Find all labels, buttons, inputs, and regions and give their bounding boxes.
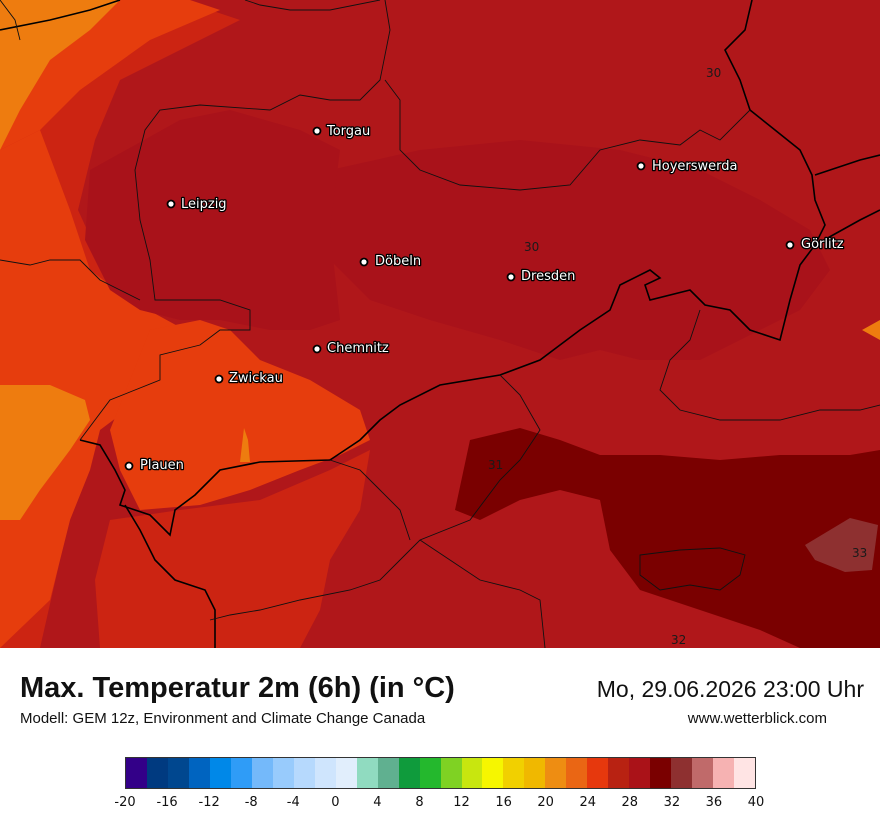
color-scale-cell: [440, 758, 462, 788]
color-scale-cell: [126, 758, 147, 788]
svg-text:Döbeln: Döbeln: [375, 254, 421, 269]
isoline-label: 30: [524, 240, 539, 254]
map-footer: Max. Temperatur 2m (6h) (in °C) Modell: …: [0, 648, 880, 830]
isoline-label: 33: [852, 546, 867, 560]
color-scale-ticks: -20 -16 -12 -8 -4 0 4 8 12 16 20 24 28 32 36 40: [114, 795, 764, 815]
color-scale-cell: [461, 758, 483, 788]
color-scale-tick-label: 28: [621, 795, 639, 810]
city-markers: Torgau Hoyerswerda Leipzig Görlitz Döbel…: [124, 123, 845, 474]
color-scale-tick-label: 24: [579, 795, 596, 810]
model-info: Modell: GEM 12z, Environment and Climate…: [20, 710, 426, 727]
band-32-33: [805, 518, 878, 572]
band-24-26: [0, 0, 120, 150]
svg-text:Zwickau: Zwickau: [229, 371, 283, 386]
color-scale-cell: [545, 758, 567, 788]
isoline-label: 31: [488, 458, 503, 472]
color-scale-cell: [629, 758, 651, 788]
color-scale-cell: [335, 758, 357, 788]
color-scale-tick-label: 4: [373, 795, 382, 810]
color-scale-tick-label: 8: [415, 795, 424, 810]
color-scale-tick-label: 40: [747, 795, 765, 810]
city-doebeln: Döbeln: [359, 253, 422, 270]
color-scale-tick-label: -20: [114, 795, 136, 810]
color-scale-bar: [125, 757, 756, 789]
svg-text:Görlitz: Görlitz: [801, 237, 844, 252]
color-scale-cell: [566, 758, 588, 788]
city-torgau: Torgau: [312, 123, 372, 140]
color-scale-cell: [713, 758, 735, 788]
city-zwickau: Zwickau: [214, 370, 284, 387]
website-link[interactable]: www.wetterblick.com: [687, 710, 827, 727]
isoline-label: 32: [671, 633, 686, 647]
band-24-26-west: [0, 385, 90, 520]
color-scale-cell: [587, 758, 609, 788]
color-scale-cell: [734, 758, 756, 788]
svg-text:Hoyerswerda: Hoyerswerda: [652, 159, 738, 174]
color-scale-cell: [419, 758, 441, 788]
color-scale-tick-label: -8: [244, 795, 258, 810]
city-goerlitz: Görlitz: [785, 236, 845, 253]
isoline-label: 30: [706, 66, 721, 80]
svg-text:Leipzig: Leipzig: [181, 197, 227, 212]
band-28-30-south: [95, 450, 370, 648]
isoline-labels: 30 30 31 32 33: [488, 66, 867, 647]
color-scale-tick-label: 12: [453, 795, 470, 810]
color-scale-tick-label: -12: [198, 795, 220, 810]
color-scale-cell: [146, 758, 168, 788]
color-scale-cell: [251, 758, 273, 788]
city-hoyerswerda: Hoyerswerda: [636, 158, 739, 175]
color-scale-cell: [650, 758, 672, 788]
color-scale-tick-label: 32: [663, 795, 681, 810]
color-scale-cell: [230, 758, 252, 788]
svg-text:Torgau: Torgau: [326, 124, 370, 139]
band-31-32: [455, 428, 880, 648]
color-scale-cell: [608, 758, 630, 788]
color-scale-cell: [482, 758, 504, 788]
city-chemnitz: Chemnitz: [312, 340, 390, 357]
color-scale-cell: [209, 758, 231, 788]
svg-text:Chemnitz: Chemnitz: [327, 341, 389, 356]
color-scale-cell: [503, 758, 525, 788]
band-30-31: [320, 140, 830, 360]
color-scale-tick-label: 20: [537, 795, 554, 810]
map-title: Max. Temperatur 2m (6h) (in °C): [20, 672, 455, 704]
band-26-28-west: [0, 130, 185, 648]
country-borders: [0, 0, 880, 648]
color-scale-tick-label: 16: [495, 795, 512, 810]
color-scale-tick-label: 0: [331, 795, 340, 810]
color-scale-cell: [293, 758, 315, 788]
svg-text:Dresden: Dresden: [521, 269, 575, 284]
state-borders: [0, 0, 880, 648]
temperature-map: Torgau Hoyerswerda Leipzig Görlitz Döbel…: [0, 0, 880, 648]
color-scale-cell: [314, 758, 336, 788]
color-scale-cell: [188, 758, 210, 788]
color-scale-cell: [671, 758, 693, 788]
color-scale-cell: [524, 758, 546, 788]
color-scale-tick-label: 36: [705, 795, 723, 810]
color-scale-cell: [356, 758, 378, 788]
color-scale-cell: [272, 758, 294, 788]
color-scale-cell: [692, 758, 714, 788]
color-scale-cell: [167, 758, 189, 788]
color-scale-cell: [377, 758, 399, 788]
color-scale-cell: [398, 758, 420, 788]
band-26-28-mid: [110, 320, 370, 510]
forecast-datetime: Mo, 29.06.2026 23:00 Uhr: [596, 676, 864, 702]
city-plauen: Plauen: [124, 457, 185, 474]
city-leipzig: Leipzig: [166, 196, 228, 213]
color-scale-tick-label: -16: [156, 795, 178, 810]
color-scale-tick-label: -4: [286, 795, 300, 810]
svg-text:Plauen: Plauen: [140, 458, 184, 473]
city-dresden: Dresden: [506, 268, 577, 285]
